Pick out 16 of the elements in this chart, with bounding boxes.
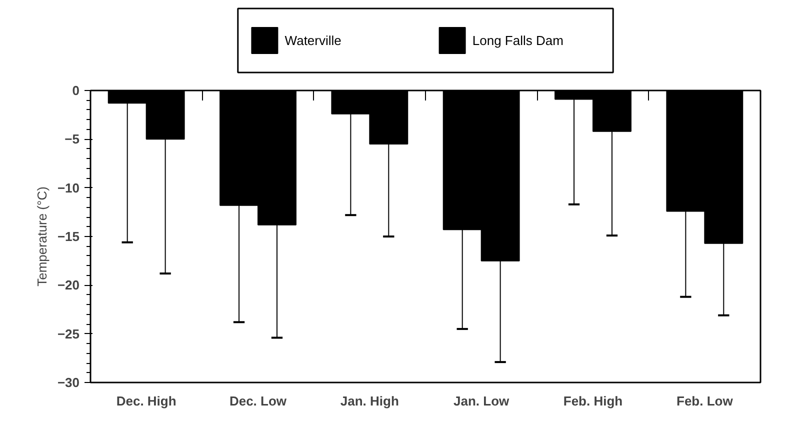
y-axis-title: Temperature (°C) [34, 186, 50, 286]
y-tick-label: −10 [57, 180, 80, 196]
y-tick-label: −20 [57, 278, 80, 293]
x-tick-label: Dec. Low [229, 394, 288, 408]
legend-label: Waterville [284, 33, 342, 48]
y-tick-label: −5 [64, 132, 80, 147]
y-tick-label: 0 [72, 83, 80, 98]
legend-label: Long Falls Dam [472, 33, 564, 48]
y-tick-label: −25 [57, 326, 80, 342]
x-tick-label: Jan. High [340, 394, 399, 408]
x-tick-label: Jan. Low [454, 394, 510, 408]
x-tick-label: Feb. Low [676, 394, 734, 408]
y-tick-label: −30 [57, 375, 80, 390]
y-tick-label: −15 [57, 229, 80, 244]
x-tick-label: Feb. High [563, 394, 623, 408]
x-tick-label: Dec. High [116, 394, 176, 408]
